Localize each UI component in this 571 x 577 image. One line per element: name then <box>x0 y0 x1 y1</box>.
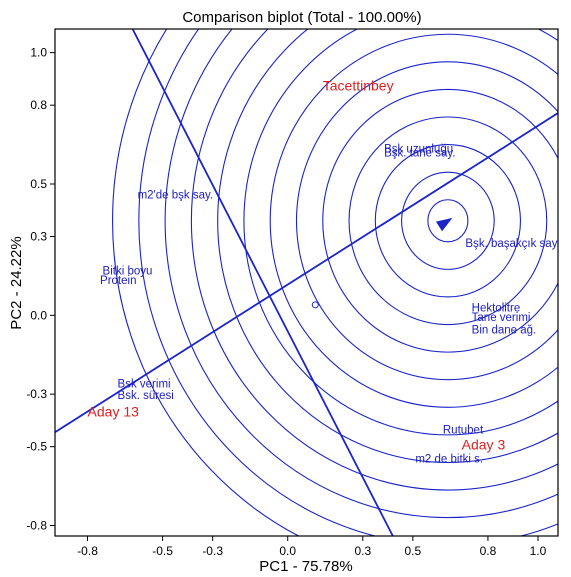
trait-label-12: Rutubet <box>443 425 484 437</box>
ring-1 <box>427 199 469 243</box>
x-tick-label: -0.5 <box>152 544 173 558</box>
perpendicular-axis <box>131 29 394 536</box>
y-tick-label: 1.0 <box>30 46 47 60</box>
ring-5 <box>322 88 558 353</box>
genotype-label-2: Aday 13 <box>88 403 140 419</box>
trait-label-8: Tane verimi <box>472 312 531 324</box>
trait-label-2: Bşk. tane say. <box>384 147 455 159</box>
y-tick-label: -0.5 <box>26 440 47 454</box>
trait-label-3: m2'de bşk say. <box>138 189 214 201</box>
genotype-label-3: Aday 3 <box>462 436 506 452</box>
trait-label-4: Bşk. başakçık say. <box>465 238 559 250</box>
ring-3 <box>374 144 522 298</box>
x-tick-label: 1.0 <box>530 544 547 558</box>
x-tick-label: 0.8 <box>480 544 497 558</box>
ring-9 <box>217 29 558 463</box>
y-tick-label: -0.3 <box>26 387 47 401</box>
chart-title: Comparison biplot (Total - 100.00%) <box>182 9 421 26</box>
ring-2 <box>401 171 495 270</box>
ring-6 <box>295 61 558 381</box>
average-tester-axis <box>55 112 558 433</box>
plot-frame <box>54 28 559 537</box>
trait-label-6: Protein <box>100 275 136 287</box>
y-tick-label: -0.8 <box>26 518 47 532</box>
x-tick-label: 0.3 <box>354 544 371 558</box>
ring-13 <box>112 29 300 536</box>
trait-label-5: Bitki boyu <box>103 266 153 278</box>
x-tick-label: -0.8 <box>77 544 98 558</box>
y-tick-label: 0.3 <box>30 230 47 244</box>
x-tick-label: 0.5 <box>405 544 422 558</box>
y-axis-label: PC2 - 24.22% <box>8 236 25 329</box>
concentric-rings <box>112 29 558 536</box>
genotype-label-1: Tacettinbey <box>323 78 394 94</box>
ring-10 <box>190 29 558 491</box>
trait-label-7: Hektolitre <box>472 302 521 314</box>
ring-4 <box>348 116 548 326</box>
origin-marker <box>311 301 319 309</box>
trait-label-13: m2 de bitki s. <box>415 453 483 465</box>
ideal-arrow-head <box>435 217 453 232</box>
ring-12 <box>138 29 558 536</box>
y-tick-label: 0.0 <box>30 308 47 322</box>
trait-label-9: Bin dane ağ. <box>472 325 537 337</box>
ring-11 <box>164 29 558 519</box>
y-tick-label: 0.5 <box>30 177 47 191</box>
ring-7 <box>269 33 558 408</box>
trait-label-11: Bsk. süresi <box>118 390 174 402</box>
trait-label-10: Bsk verimi <box>118 379 171 391</box>
y-axis-ticks: 1.0 0.8 0.5 0.3 0.0 -0.3 -0.5 -0.8 <box>26 46 55 532</box>
x-tick-label: 0.0 <box>279 544 296 558</box>
ring-8 <box>243 29 558 436</box>
x-axis-ticks: -0.8 -0.5 -0.3 0.0 0.3 0.5 0.8 1.0 <box>77 536 547 558</box>
axis-lines <box>55 29 558 536</box>
x-axis-label: PC1 - 75.78% <box>259 558 352 575</box>
x-tick-label: -0.3 <box>202 544 223 558</box>
trait-label-1: Bşk uzunluğu <box>384 143 453 155</box>
y-tick-label: 0.8 <box>30 98 47 112</box>
